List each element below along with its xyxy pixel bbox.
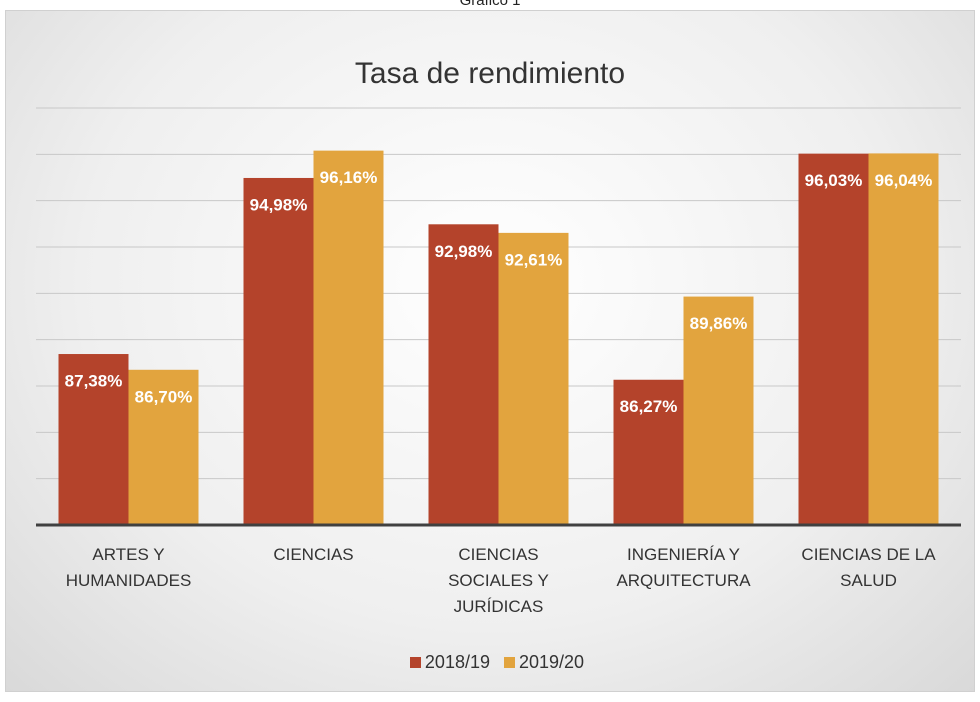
- data-label: 87,38%: [65, 372, 123, 391]
- chart-title: Tasa de rendimiento: [355, 57, 625, 90]
- data-label: 94,98%: [250, 195, 308, 214]
- bar: [613, 379, 684, 525]
- bar: [868, 153, 939, 525]
- data-label: 92,61%: [505, 250, 563, 269]
- legend-swatch: [504, 657, 515, 668]
- x-tick-label: INGENIERÍA Y ARQUITECTURA: [616, 545, 751, 590]
- data-label: 86,27%: [620, 397, 678, 416]
- legend-label: 2018/19: [424, 652, 490, 672]
- bar: [798, 153, 869, 525]
- x-tick-label: ARTES Y HUMANIDADES: [65, 545, 192, 590]
- legend: 2018/19 2019/20: [0, 652, 980, 673]
- data-label: 96,16%: [320, 168, 378, 187]
- data-label: 92,98%: [435, 242, 493, 261]
- bar: [498, 232, 569, 525]
- x-tick-label: CIENCIAS: [273, 545, 354, 564]
- data-label: 96,04%: [875, 171, 933, 190]
- legend-label: 2019/20: [519, 652, 585, 672]
- data-label: 96,03%: [805, 171, 863, 190]
- x-tick-label: CIENCIAS SOCIALES Y JURÍDICAS: [448, 545, 549, 616]
- bar: [128, 369, 199, 525]
- x-tick-label: CIENCIAS DE LA SALUD: [801, 545, 936, 590]
- data-label: 86,70%: [135, 387, 193, 406]
- data-label: 89,86%: [690, 314, 748, 333]
- caption: Gráfico 1: [459, 0, 521, 9]
- bar: [428, 224, 499, 525]
- legend-swatch: [409, 657, 421, 668]
- bar: [58, 354, 129, 525]
- bar: [313, 150, 384, 526]
- bar: [683, 296, 754, 525]
- bar: [243, 177, 314, 526]
